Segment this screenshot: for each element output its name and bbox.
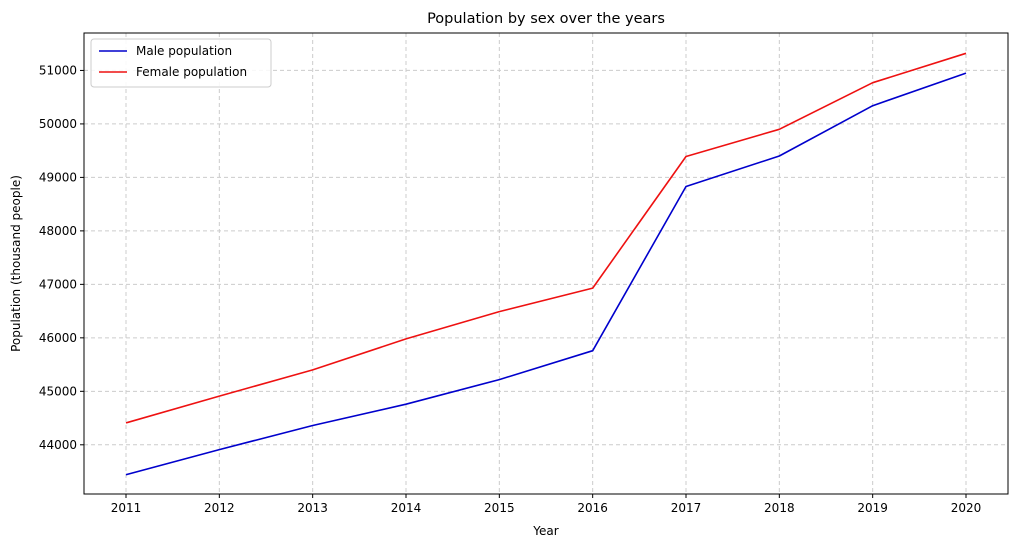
legend-label: Male population (136, 44, 232, 58)
x-tick-label: 2018 (764, 501, 795, 515)
y-tick-label: 49000 (39, 170, 77, 184)
x-axis-ticks: 2011 2012 2013 2014 2015 2016 2017 2018 2019 2020 (111, 494, 982, 515)
series-line-female (125, 52, 967, 424)
x-tick-label: 2013 (297, 501, 328, 515)
x-tick-label: 2011 (111, 501, 142, 515)
y-axis-ticks: 44000 45000 46000 47000 48000 49000 50000 51000 (39, 63, 84, 452)
series-line-male (125, 72, 967, 476)
plot-frame (83, 32, 1009, 495)
y-tick-label: 44000 (39, 438, 77, 452)
x-tick-label: 2017 (671, 501, 702, 515)
x-tick-label: 2016 (577, 501, 608, 515)
x-tick-label: 2012 (204, 501, 235, 515)
x-axis-label: Year (532, 524, 558, 538)
x-tick-label: 2014 (391, 501, 422, 515)
x-tick-label: 2019 (857, 501, 888, 515)
x-tick-label: 2020 (951, 501, 982, 515)
y-tick-label: 48000 (39, 224, 77, 238)
y-tick-label: 51000 (39, 63, 77, 77)
y-tick-label: 46000 (39, 331, 77, 345)
series-lines (125, 52, 967, 476)
chart-title: Population by sex over the years (427, 11, 665, 27)
legend-box (90, 38, 272, 88)
y-axis-label: Population (thousand people) (9, 175, 23, 352)
grid-lines (84, 33, 1008, 494)
y-tick-label: 47000 (39, 277, 77, 291)
x-tick-label: 2015 (484, 501, 515, 515)
y-tick-label: 50000 (39, 117, 77, 131)
legend-label: Female population (136, 65, 247, 79)
y-tick-label: 45000 (39, 384, 77, 398)
legend: Male population Female population (90, 38, 272, 88)
